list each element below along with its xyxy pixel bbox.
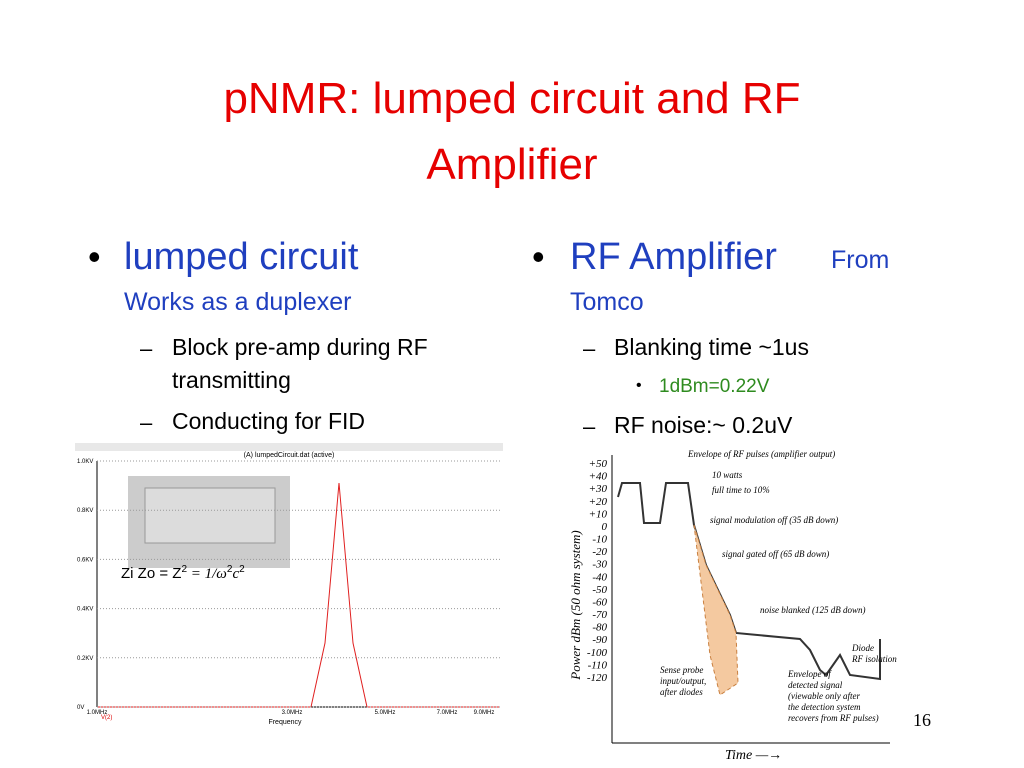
formula-part: 2 [227,564,233,575]
annotation: the detection system [788,702,861,712]
y-tick-label: +30 [589,483,608,495]
annotation: noise blanked (125 dB down) [760,605,865,615]
sub-text: From [831,246,890,274]
y-tick-label: -60 [592,596,607,608]
dash: – [140,336,153,361]
annotation: Diode [851,643,874,653]
y-tick-label: 1.0KV [77,459,93,465]
bullet: RF Amplifier [570,236,777,278]
x-tick-label: 7.0MHz [437,710,458,716]
y-tick-label: -50 [592,584,607,596]
annotation: recovers from RF pulses) [788,713,879,723]
dash: – [140,410,153,435]
annotation: signal modulation off (35 dB down) [710,515,838,525]
annotation: after diodes [660,687,703,697]
item: RF noise:~ 0.2uV [614,412,793,438]
y-tick-label: -70 [592,609,607,621]
legend: V(2) [101,715,112,721]
y-tick-label: +10 [589,508,608,520]
y-tick-label: +50 [589,458,608,470]
formula-part: c [232,566,239,582]
item: Block pre-amp during RF [172,334,428,360]
plot-bg [560,445,920,765]
formula-part: = 1/ω [187,566,227,582]
bullet-dot: • [532,236,545,277]
x-tick-label: 1.0MHz [87,710,108,716]
y-tick-label: -80 [592,622,607,634]
annotation: full time to 10% [712,485,770,495]
bullet-dot: • [636,377,642,394]
annotation: 10 watts [712,470,743,480]
y-tick-label: 0 [602,521,608,533]
subitem: 1dBm=0.22V [659,376,770,397]
y-tick-label: -20 [592,546,607,558]
y-tick-label: -100 [587,647,608,659]
y-tick-label: +20 [589,496,608,508]
y-tick-label: -10 [592,534,607,546]
x-label: Time —→ [725,748,782,763]
formula-part: Zi Zo = Z [121,565,181,582]
sub-text: Tomco [570,288,644,316]
simulation-plot: (A) lumpedCircuit.dat (active) Zi Zo = Z… [75,443,503,726]
y-tick-label: -30 [592,559,607,571]
y-tick-label: 0.2KV [77,656,93,662]
y-tick-label: +40 [589,471,608,483]
y-tick-label: 0.8KV [77,508,93,514]
y-tick-label: -120 [587,672,608,684]
formula-part: 2 [181,564,187,575]
y-tick-label: 0.6KV [77,557,93,563]
dash: – [583,414,596,439]
annotation: signal gated off (65 dB down) [722,549,829,559]
annotation: detected signal [788,680,843,690]
annotation: RF isolation [851,654,897,664]
annotation: Sense probe [660,665,703,675]
item: transmitting [172,367,291,393]
shaded-region [693,524,739,696]
photo-device [144,487,276,544]
annotation: (viewable only after [788,691,860,701]
plot-header: (A) lumpedCircuit.dat (active) [244,452,335,459]
formula-part: 2 [239,564,245,575]
y-tick-label: -90 [592,634,607,646]
annotation: input/output, [660,676,706,686]
amplifier-plot: Power dBm (50 ohm system) Time —→ +50+40… [560,445,920,765]
title-line: Amplifier [426,140,598,189]
x-tick-label: 3.0MHz [282,710,303,716]
bullet: lumped circuit [124,236,359,278]
formula: Zi Zo = Z2 = 1/ω2c2 [121,564,245,582]
item: Blanking time ~1us [614,334,809,360]
y-tick-label: 0V [77,705,84,711]
annotation: Envelope of RF pulses (amplifier output) [687,449,835,459]
annotation: Envelope of [787,669,832,679]
sub-text: Works as a duplexer [124,288,352,316]
y-label: Power dBm (50 ohm system) [568,530,583,680]
x-tick-label: 9.0MHz [474,710,495,716]
title-line: pNMR: lumped circuit and RF [223,74,801,123]
dash: – [583,336,596,361]
x-label: Frequency [268,719,302,726]
item: Conducting for FID [172,408,366,434]
y-tick-label: -40 [592,571,607,583]
y-tick-label: 0.4KV [77,607,93,613]
bullet-dot: • [88,236,101,277]
y-tick-label: -110 [588,659,608,671]
page-number: 16 [913,710,931,730]
x-tick-label: 5.0MHz [375,710,396,716]
